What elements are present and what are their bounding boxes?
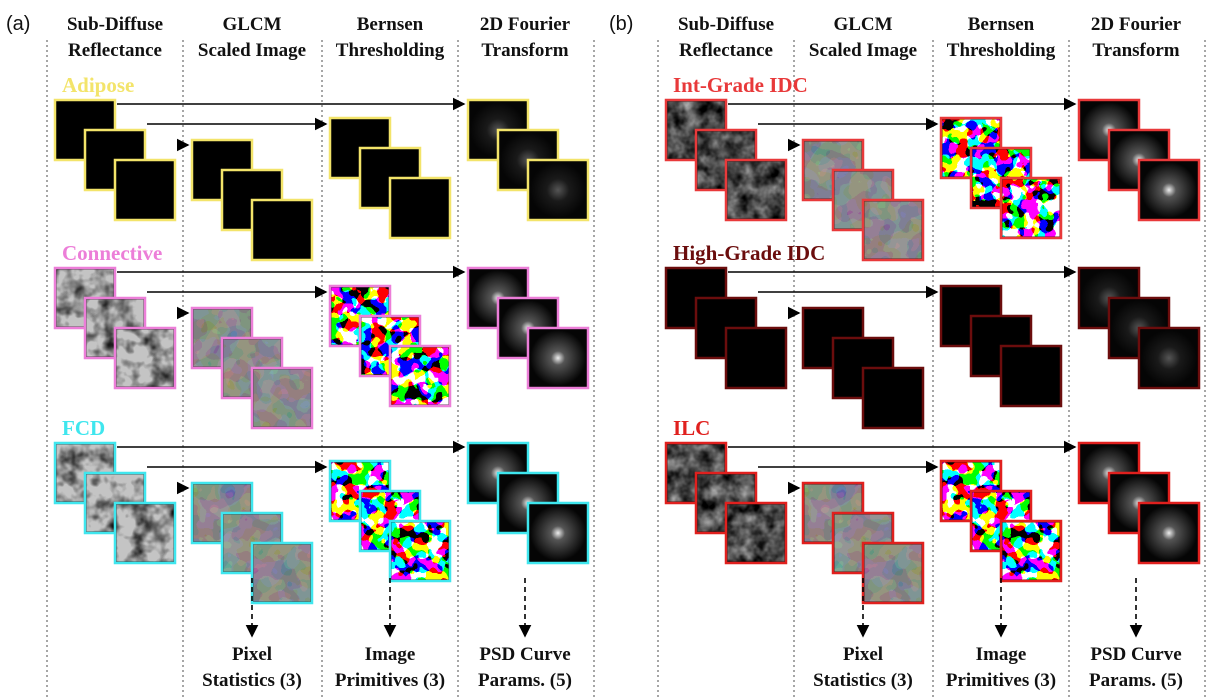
figure: (a) Sub-Diffuse Reflectance GLCM Scaled Imag… <box>0 0 1207 700</box>
texture <box>865 202 922 259</box>
texture <box>117 330 174 387</box>
texture <box>1003 523 1060 580</box>
output-label: PSD Curve <box>479 644 570 665</box>
column-header: Transform <box>481 40 568 61</box>
column-header: Scaled Image <box>198 40 306 61</box>
texture <box>865 545 922 602</box>
panel-label: (b) <box>609 13 633 35</box>
texture <box>392 523 449 580</box>
fft-glow <box>530 162 586 218</box>
column-header: Transform <box>1092 40 1179 61</box>
column-header: GLCM <box>222 14 281 35</box>
fft-spectrum <box>1141 162 1197 218</box>
column-header: GLCM <box>833 14 892 35</box>
output-label: Params. (5) <box>1089 670 1183 691</box>
tissue-image <box>252 200 312 260</box>
column-header: Bernsen <box>968 14 1035 35</box>
column-header: Thresholding <box>947 40 1056 61</box>
column-header: Bernsen <box>357 14 424 35</box>
row-label: Adipose <box>62 73 134 97</box>
panel: (b) Sub-Diffuse Reflectance GLCM Scaled Imag… <box>609 13 1205 700</box>
row-label: Connective <box>62 241 162 265</box>
column-header: Scaled Image <box>809 40 917 61</box>
column-header: 2D Fourier <box>1091 14 1182 35</box>
texture <box>728 505 785 562</box>
output-label: Statistics (3) <box>202 670 302 691</box>
output-label: Image <box>976 644 1027 665</box>
tissue-image <box>115 160 175 220</box>
output-label: Primitives (3) <box>335 670 445 691</box>
texture <box>254 370 311 427</box>
row-label: FCD <box>62 416 105 440</box>
row-label: ILC <box>673 416 710 440</box>
row-label: High-Grade IDC <box>673 241 825 265</box>
tissue-image <box>390 178 450 238</box>
texture <box>117 505 174 562</box>
column-header: Sub-Diffuse <box>67 14 163 35</box>
fft-glow <box>1141 330 1197 386</box>
texture <box>392 348 449 405</box>
output-label: Image <box>365 644 416 665</box>
fft-spectrum <box>1141 505 1197 561</box>
fft-spectrum <box>530 330 586 386</box>
texture <box>1003 180 1060 237</box>
output-label: PSD Curve <box>1090 644 1181 665</box>
fft-spectrum <box>530 505 586 561</box>
tissue-image <box>1001 346 1061 406</box>
column-header: 2D Fourier <box>480 14 571 35</box>
output-label: Pixel <box>232 644 272 665</box>
panel-label: (a) <box>6 13 30 35</box>
output-label: Statistics (3) <box>813 670 913 691</box>
tissue-image <box>863 368 923 428</box>
row-label: Int-Grade IDC <box>673 73 808 97</box>
texture <box>254 545 311 602</box>
tissue-image <box>726 328 786 388</box>
output-label: Pixel <box>843 644 883 665</box>
column-header: Sub-Diffuse <box>678 14 774 35</box>
texture <box>728 162 785 219</box>
output-label: Primitives (3) <box>946 670 1056 691</box>
column-header: Reflectance <box>68 40 162 61</box>
column-header: Thresholding <box>336 40 445 61</box>
panel: (a) Sub-Diffuse Reflectance GLCM Scaled Imag… <box>6 13 594 700</box>
column-header: Reflectance <box>679 40 773 61</box>
output-label: Params. (5) <box>478 670 572 691</box>
